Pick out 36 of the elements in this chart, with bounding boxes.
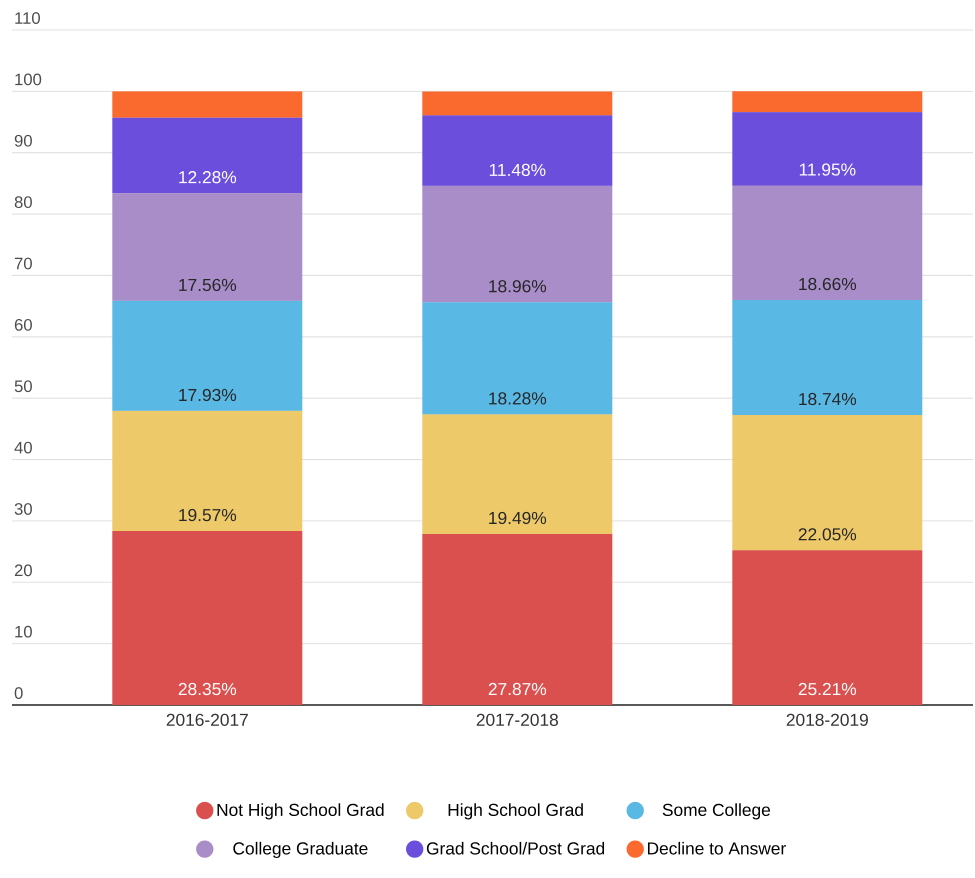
data-label: 19.57%	[179, 508, 236, 522]
y-tick-label: 60	[14, 318, 32, 331]
data-label: 19.49%	[489, 512, 546, 524]
legend-label: High School Grad	[448, 803, 583, 820]
legend-label: Grad School/Post Grad	[426, 842, 604, 855]
data-label: 18.96%	[489, 280, 546, 292]
data-label: 12.28%	[179, 171, 236, 184]
legend-label: Decline to Answer	[648, 842, 786, 855]
x-tick-label: 2017-2018	[476, 714, 558, 726]
data-label: 28.35%	[178, 682, 236, 696]
legend-label: Some College	[662, 803, 770, 820]
y-tick-label: 90	[14, 134, 32, 147]
data-label: 27.87%	[488, 682, 546, 696]
y-tick-label: 30	[14, 503, 32, 515]
x-tick-label: 2018-2019	[786, 714, 868, 726]
x-tick-label: 2016-2017	[166, 714, 248, 726]
data-label: 18.66%	[799, 278, 856, 290]
data-label: 17.56%	[179, 278, 236, 292]
data-label: 25.21%	[798, 682, 856, 696]
y-tick-label: 50	[14, 380, 32, 392]
data-label: 18.28%	[489, 392, 546, 405]
y-tick-label: 80	[14, 196, 32, 208]
y-tick-label: 70	[14, 258, 32, 270]
y-tick-label: 100	[15, 74, 42, 86]
legend-label: Not High School Grad	[218, 803, 384, 820]
data-label: 22.05%	[798, 528, 856, 540]
y-tick-label: 0	[14, 687, 23, 699]
data-label: 17.93%	[179, 388, 236, 402]
y-tick-label: 40	[14, 442, 32, 454]
data-label: 11.48%	[490, 164, 546, 176]
y-tick-label: 10	[15, 626, 32, 638]
data-label: 18.74%	[799, 392, 856, 406]
y-tick-label: 110	[15, 12, 40, 24]
data-label: 11.95%	[800, 163, 856, 176]
y-tick-label: 20	[14, 564, 32, 576]
legend-label: College Graduate	[233, 842, 368, 858]
